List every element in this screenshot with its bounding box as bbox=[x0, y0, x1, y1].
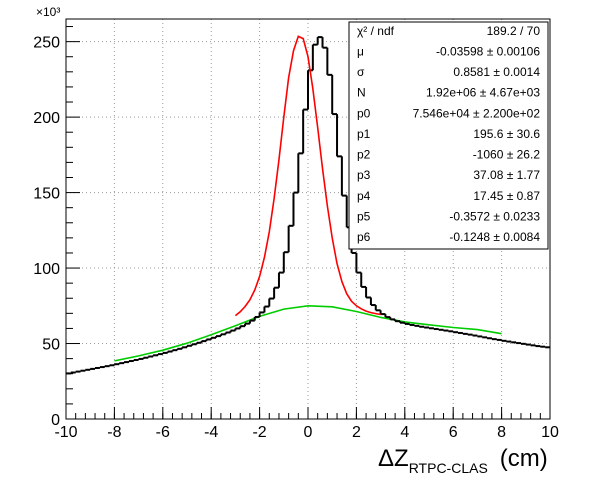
stats-row-value: 189.2 / 70 bbox=[487, 24, 541, 38]
y-tick-label: 100 bbox=[33, 261, 60, 278]
stats-row-label: χ² / ndf bbox=[357, 24, 395, 38]
stats-row-value: 17.45 ± 0.87 bbox=[473, 189, 540, 203]
stats-row-value: 7.546e+04 ± 2.200e+02 bbox=[413, 106, 541, 120]
x-axis-title-main: ΔZ bbox=[378, 445, 409, 472]
x-tick-label: 10 bbox=[541, 424, 559, 441]
stats-row-value: 1.92e+06 ± 4.67e+03 bbox=[426, 86, 540, 100]
x-axis-title-unit: (cm) bbox=[500, 445, 548, 472]
stats-row-label: p4 bbox=[357, 189, 371, 203]
stats-row-label: p3 bbox=[357, 168, 371, 182]
x-axis-title-sub: RTPC-CLAS bbox=[409, 460, 488, 476]
x-tick-label: 4 bbox=[400, 424, 409, 441]
stats-row-label: p0 bbox=[357, 106, 371, 120]
background-fit-layer bbox=[114, 304, 502, 362]
x-tick-label: -6 bbox=[156, 424, 170, 441]
y-tick-label: 0 bbox=[51, 412, 60, 429]
stats-row-value: -0.3572 ± 0.0233 bbox=[449, 210, 540, 224]
stats-row-value: -1060 ± 26.2 bbox=[473, 148, 541, 162]
x-axis-title: ΔZRTPC-CLAS (cm) bbox=[378, 445, 548, 476]
x-tick-label: -10 bbox=[54, 424, 77, 441]
stats-row-label: σ bbox=[357, 65, 365, 79]
x-tick-label: 6 bbox=[449, 424, 458, 441]
y-tick-label: 250 bbox=[33, 35, 60, 52]
stats-row-value: -0.03598 ± 0.00106 bbox=[436, 44, 540, 58]
stats-row-label: p6 bbox=[357, 230, 371, 244]
x-tick-label: -2 bbox=[252, 424, 266, 441]
x-tick-label: 2 bbox=[352, 424, 361, 441]
x-tick-label: 8 bbox=[497, 424, 506, 441]
y-tick-label: 50 bbox=[42, 337, 60, 354]
stats-row-label: p1 bbox=[357, 127, 371, 141]
y-tick-label: 200 bbox=[33, 110, 60, 127]
stats-row-label: μ bbox=[357, 44, 364, 58]
stats-row-value: 37.08 ± 1.77 bbox=[473, 168, 540, 182]
stats-row-label: N bbox=[357, 86, 366, 100]
y-tick-label: 150 bbox=[33, 186, 60, 203]
stats-row-label: p2 bbox=[357, 148, 371, 162]
total-fit-curve bbox=[234, 35, 381, 317]
x-tick-label: -4 bbox=[204, 424, 218, 441]
stats-row-value: 0.8581 ± 0.0014 bbox=[453, 65, 540, 79]
stats-box: χ² / ndf 189.2 / 70 μ -0.03598 ± 0.00106 σ 0.… bbox=[348, 21, 549, 250]
background-fit-curve bbox=[114, 304, 502, 362]
stats-row-value: 195.6 ± 30.6 bbox=[473, 127, 540, 141]
stats-row-value: -0.1248 ± 0.0084 bbox=[449, 230, 540, 244]
stats-box-frame bbox=[348, 21, 549, 250]
y-multiplier-label: ×10³ bbox=[36, 5, 60, 19]
x-tick-label: 0 bbox=[304, 424, 313, 441]
stats-row-label: p5 bbox=[357, 210, 371, 224]
total-fit-layer bbox=[234, 35, 381, 317]
x-tick-label: -8 bbox=[107, 424, 121, 441]
